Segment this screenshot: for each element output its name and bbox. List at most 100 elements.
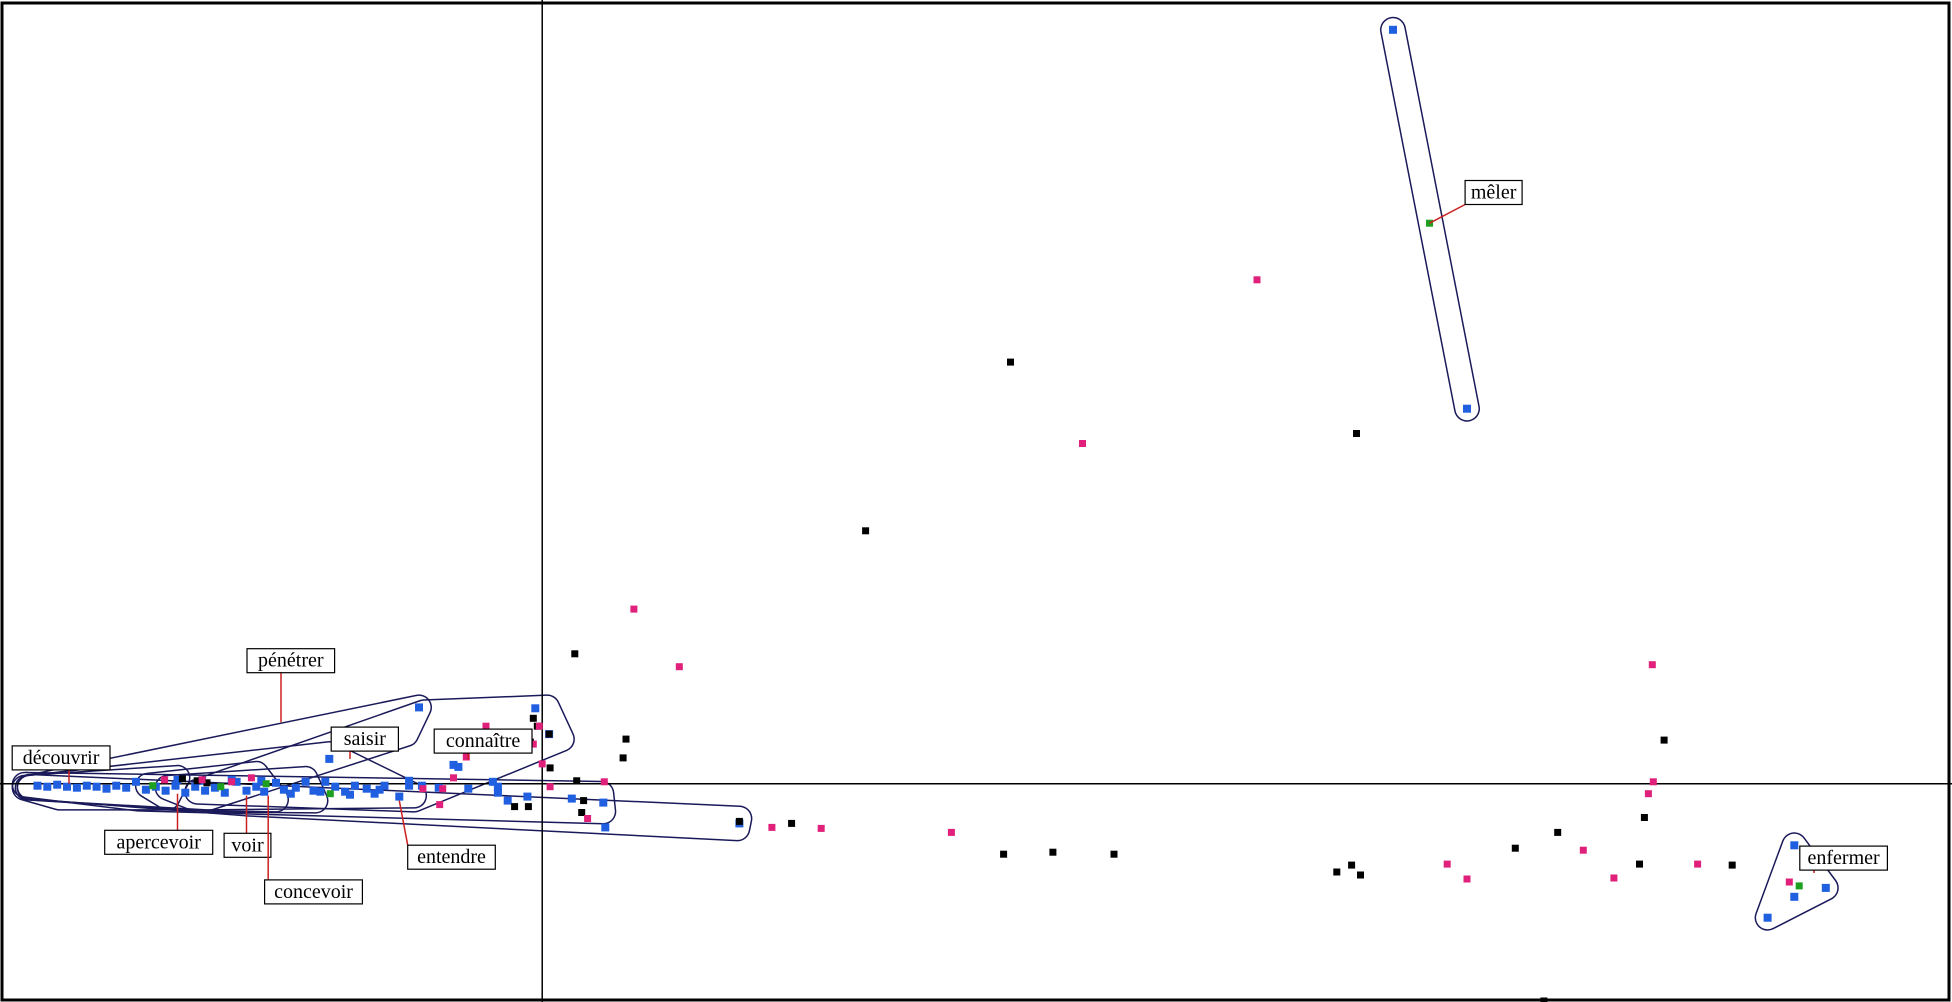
label-box (433, 728, 533, 754)
point-layer (33, 25, 1830, 1002)
blue-point (301, 777, 310, 786)
blue-point (370, 789, 379, 798)
blue-point (210, 783, 219, 792)
blue-point (220, 788, 229, 797)
black-point (1348, 861, 1356, 869)
category-label: entendre (407, 844, 496, 870)
pink-point (630, 605, 638, 613)
label-text: entendre (417, 846, 486, 868)
green-point (149, 782, 157, 790)
category-label: apercevoir (104, 829, 214, 855)
pink-point (1079, 440, 1086, 447)
blue-point (232, 777, 241, 786)
blue-point (1463, 404, 1471, 413)
label-box (223, 832, 272, 858)
black-point (1640, 814, 1648, 821)
blue-point (286, 789, 295, 798)
blue-point (173, 775, 182, 784)
blue-point (260, 787, 269, 796)
black-point (193, 777, 201, 785)
blue-point (350, 781, 359, 790)
blue-point (53, 780, 62, 789)
pink-point (768, 823, 776, 831)
pink-point (419, 785, 427, 793)
blue-point (488, 777, 497, 786)
blue-point (1790, 841, 1799, 850)
blue-point (395, 792, 404, 801)
black-point (571, 650, 579, 658)
blue-point (503, 796, 512, 805)
category-label: enfermer (1799, 845, 1889, 871)
blue-point (279, 785, 288, 794)
pink-point (538, 760, 546, 768)
blue-point (493, 788, 502, 797)
black-point (203, 779, 211, 787)
blue-point (523, 792, 532, 801)
black-point (1636, 860, 1643, 868)
pink-point (247, 774, 255, 782)
blue-point (92, 782, 101, 791)
pink-point (600, 778, 608, 786)
pink-point (1644, 790, 1652, 798)
black-point (1353, 430, 1360, 437)
pink-point (1785, 878, 1793, 886)
black-point (1357, 871, 1364, 879)
black-point (546, 764, 554, 772)
blue-point (181, 788, 190, 797)
label-box (1464, 179, 1523, 206)
pink-point (450, 774, 457, 782)
pink-point (1648, 661, 1656, 669)
pink-point (436, 801, 444, 809)
blue-point (405, 776, 414, 785)
pink-point (675, 663, 683, 671)
green-point (326, 790, 334, 798)
pink-point (1463, 875, 1471, 883)
label-text: mêler (1471, 182, 1517, 204)
label-leader-line (398, 800, 409, 846)
black-point (573, 777, 581, 785)
label-box (104, 829, 214, 855)
pink-point (1694, 860, 1702, 868)
blue-point (102, 784, 111, 793)
label-box (407, 844, 496, 870)
black-point (1554, 828, 1562, 836)
category-label: mêler (1464, 179, 1523, 206)
hull-outline (1380, 16, 1480, 422)
pink-point (584, 815, 592, 822)
black-point (788, 819, 796, 827)
blue-point (272, 778, 280, 787)
blue-point (362, 784, 371, 793)
blue-point (257, 776, 266, 785)
blue-point (454, 762, 463, 771)
blue-point (380, 781, 389, 790)
pink-point (439, 785, 447, 793)
pink-point (198, 776, 206, 784)
black-point (1333, 868, 1341, 876)
blue-point (599, 798, 608, 807)
pink-point (1443, 860, 1451, 868)
label-leader-line (1429, 203, 1466, 224)
pink-point (161, 776, 169, 784)
blue-point (171, 781, 180, 790)
category-label: pénétrer (246, 648, 336, 674)
black-point (578, 809, 586, 816)
pink-point (546, 783, 554, 791)
pink-point (947, 828, 955, 836)
black-point (178, 775, 186, 783)
label-layer: mêler enfermer pénétrer saisir connaître déco… (11, 179, 1889, 905)
blue-point (291, 783, 300, 792)
pink-point (462, 753, 470, 761)
green-point (1795, 882, 1803, 890)
black-point (524, 803, 532, 811)
pink-point (1253, 276, 1261, 284)
black-point (1110, 850, 1118, 858)
blue-point (1821, 883, 1830, 892)
blue-point (321, 777, 330, 786)
blue-point (405, 781, 414, 790)
blue-point (375, 785, 384, 794)
label-box (330, 726, 400, 752)
blue-point (122, 783, 131, 792)
